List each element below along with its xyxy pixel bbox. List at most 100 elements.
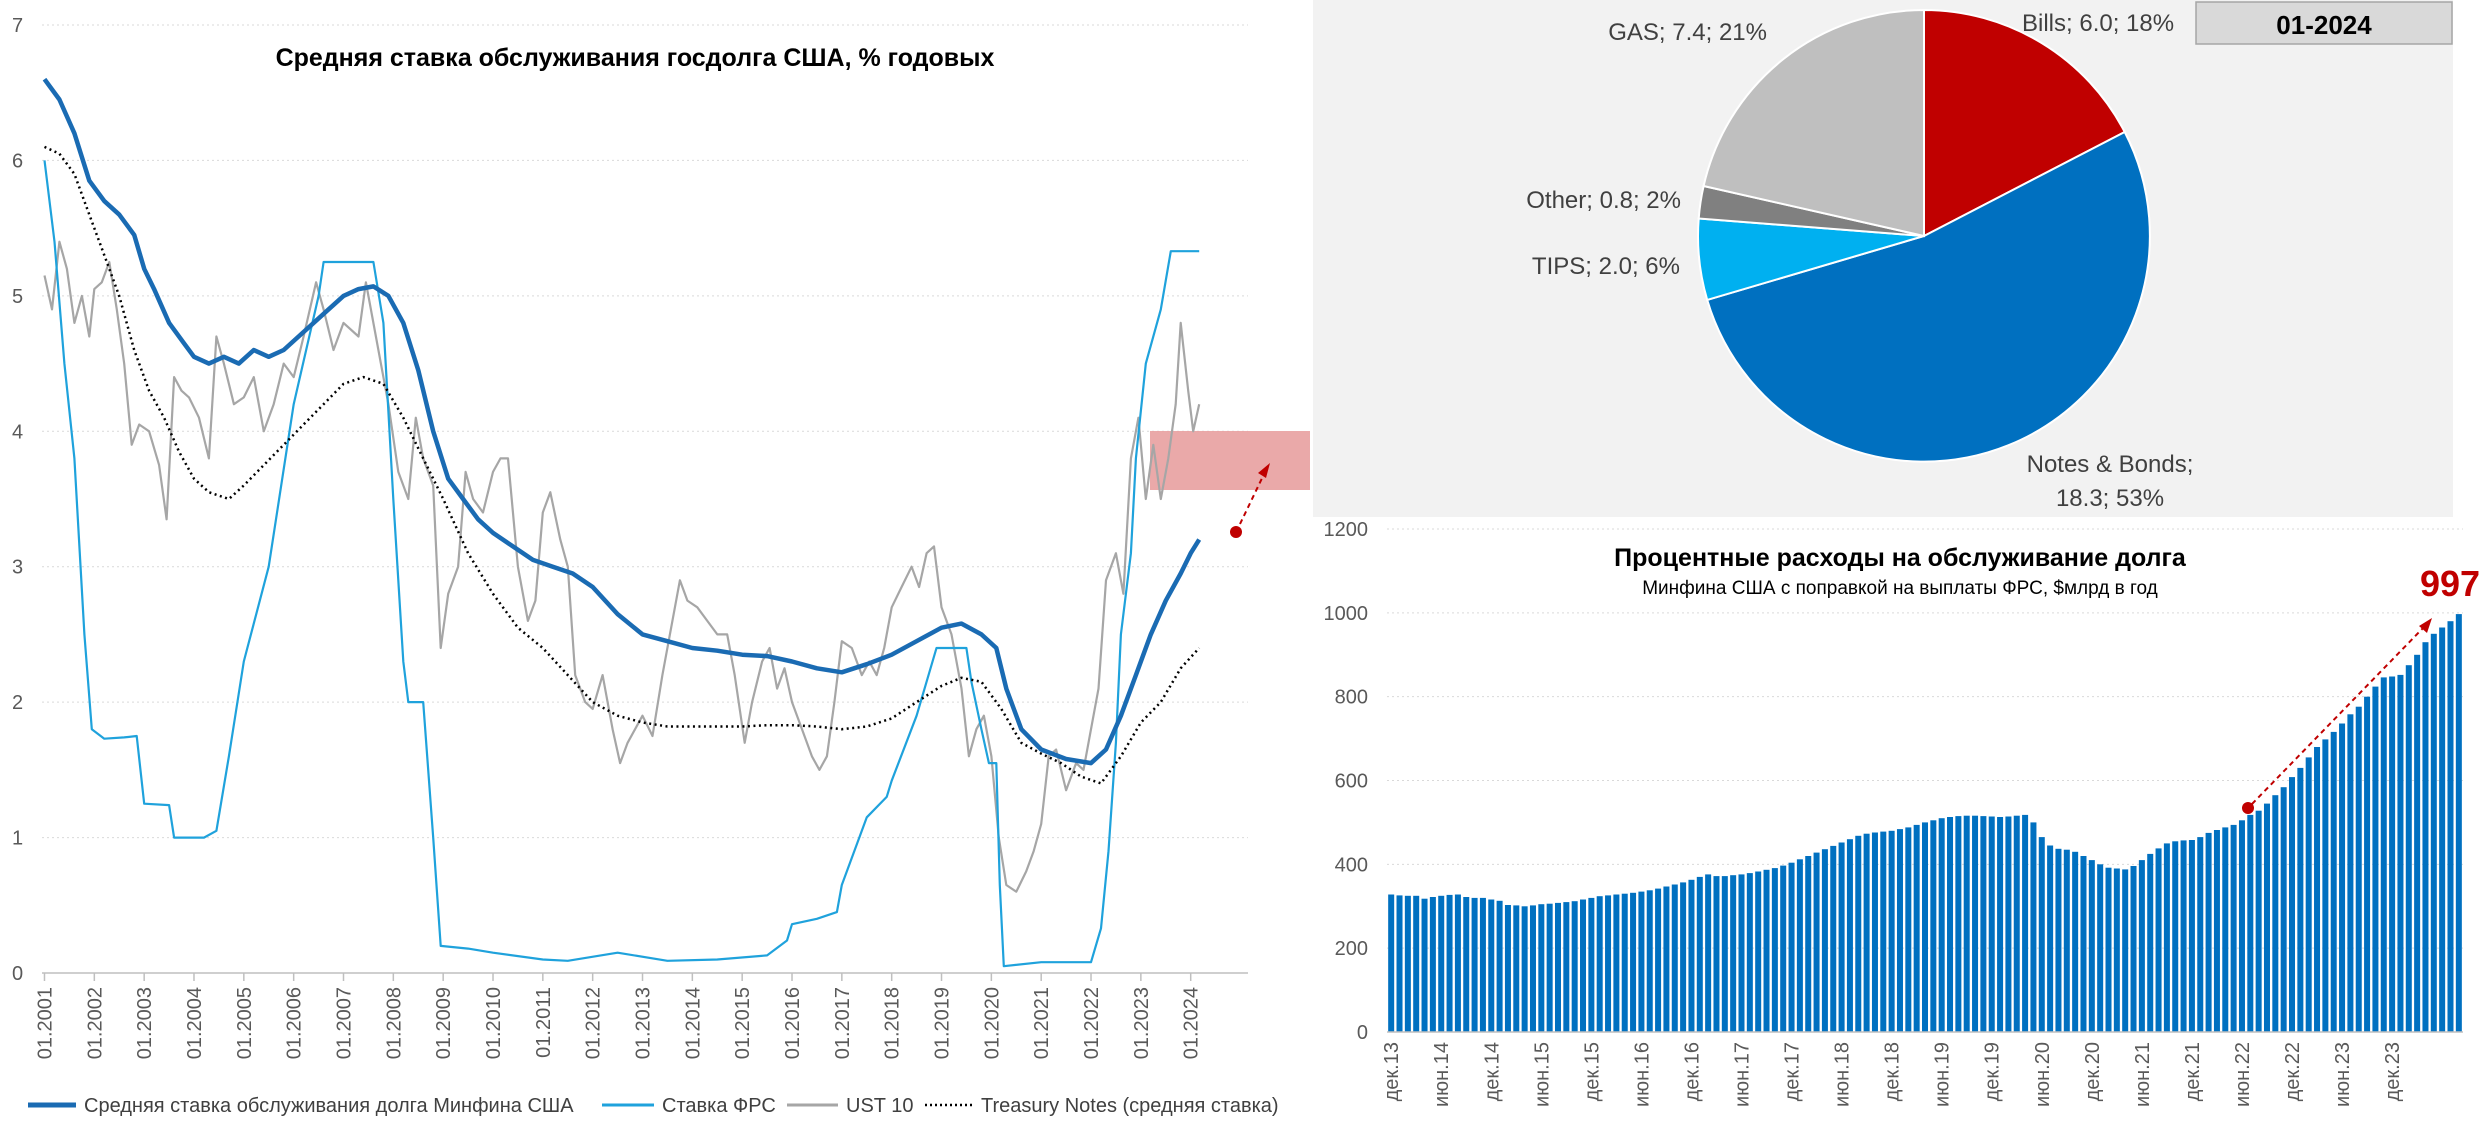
bar-x-tick-label: июн.22 (2232, 1042, 2254, 1107)
bar (1538, 904, 1545, 1032)
bar (2297, 767, 2304, 1032)
bar (1438, 895, 1445, 1032)
bar (1755, 871, 1762, 1032)
bar (1521, 906, 1528, 1033)
bar (2305, 757, 2312, 1032)
bar-x-tick-label: июн.23 (2332, 1042, 2354, 1107)
bar (1796, 859, 1803, 1032)
bar (2005, 816, 2012, 1032)
bar (2414, 654, 2421, 1033)
bar-y-tick-label: 1000 (1324, 603, 1369, 625)
bar (1863, 833, 1870, 1032)
bar-x-tick-label: дек.14 (1481, 1042, 1503, 1101)
x-tick-label: 01.2012 (583, 987, 605, 1059)
bar (1721, 876, 1728, 1032)
bar (2155, 848, 2162, 1032)
bar (2038, 837, 2045, 1032)
bar-x-tick-label: дек.22 (2282, 1042, 2304, 1101)
bar (2063, 849, 2070, 1032)
bar (1613, 894, 1620, 1032)
slice-label-gas: GAS; 7.4; 21% (1608, 19, 1767, 46)
bar (2030, 822, 2037, 1032)
bar-y-tick-label: 400 (1335, 854, 1368, 876)
bar (1988, 816, 1995, 1032)
trend-arrow (1239, 471, 1266, 525)
bar (1588, 897, 1595, 1032)
bar (1663, 886, 1670, 1032)
bar (1655, 888, 1662, 1032)
x-tick-label: 01.2006 (284, 987, 306, 1059)
bar (2147, 853, 2154, 1032)
bar-x-tick-label: дек.20 (2082, 1042, 2104, 1101)
pie-chart: 01-2024 Bills; 6.0; 18% Notes & Bonds; 1… (1313, 0, 2453, 517)
bar (2280, 787, 2287, 1032)
bar (1696, 876, 1703, 1032)
bar-x-tick-label: июн.21 (2132, 1042, 2154, 1107)
bar-y-tick-label: 800 (1335, 687, 1368, 709)
bar (1554, 902, 1561, 1032)
bar (2047, 845, 2054, 1032)
x-tick-label: 01.2014 (682, 987, 704, 1059)
bar (1888, 830, 1895, 1032)
bar-x-tick-label: дек.19 (1982, 1042, 2004, 1101)
bar-x-tick-label: июн.19 (1932, 1042, 1954, 1107)
bar (1471, 897, 1478, 1032)
bar (2372, 686, 2379, 1032)
pie-slice-bills (1923, 8, 2127, 238)
bar-chart-title: Процентные расходы на обслуживание долга (1614, 544, 2187, 572)
bar (1446, 894, 1453, 1032)
bar-x-tick-label: дек.21 (2182, 1042, 2204, 1101)
bar (2322, 739, 2329, 1032)
bar (2380, 677, 2387, 1032)
x-tick-label: 01.2011 (533, 987, 555, 1058)
bar (2439, 627, 2446, 1032)
bar (1905, 827, 1912, 1032)
slice-label-other: Other; 0.8; 2% (1526, 187, 1681, 214)
x-tick-label: 01.2005 (234, 987, 256, 1059)
bar (1855, 835, 1862, 1032)
x-tick-label: 01.2017 (832, 987, 854, 1059)
bar (1671, 884, 1678, 1032)
x-tick-label: 01.2009 (433, 987, 455, 1059)
line-chart-legend: Средняя ставка обслуживания долга Минфин… (28, 1095, 1279, 1117)
x-tick-label: 01.2023 (1131, 987, 1153, 1059)
bar (2347, 714, 2354, 1032)
bar (1621, 893, 1628, 1032)
bar (1479, 897, 1486, 1032)
legend-label-debt-rate: Средняя ставка обслуживания долга Минфин… (84, 1095, 574, 1117)
x-tick-label: 01.2003 (134, 987, 156, 1059)
bar (1496, 900, 1503, 1032)
bar (2105, 867, 2112, 1032)
x-tick-label: 01.2004 (184, 987, 206, 1059)
bar (1947, 817, 1954, 1032)
bar (1730, 875, 1737, 1032)
y-tick-label: 1 (12, 828, 23, 850)
bar (2339, 723, 2346, 1032)
bar (2055, 848, 2062, 1032)
bar (1504, 905, 1511, 1032)
bar (1680, 882, 1687, 1032)
bar (2122, 869, 2129, 1032)
series-line-fed-rate (43, 160, 1200, 968)
y-tick-label: 7 (12, 15, 23, 37)
bar (1963, 815, 1970, 1032)
y-tick-label: 4 (12, 421, 23, 443)
y-tick-label: 0 (12, 963, 23, 985)
line-chart-grid (42, 24, 1248, 839)
slice-label-notes-line2: 18.3; 53% (2056, 485, 2164, 512)
x-tick-label: 01.2022 (1081, 987, 1103, 1059)
bar-chart-subtitle: Минфина США с поправкой на выплаты ФРС, … (1642, 578, 2158, 599)
series-line-treasury-notes (43, 145, 1201, 785)
highlight-band (1150, 431, 1310, 490)
bar (1913, 824, 1920, 1032)
line-chart-x-ticks: 01.2001 01.2002 01.2003 01.2004 01.2005 01.20… (34, 973, 1203, 1059)
bar (1846, 839, 1853, 1032)
bar (1546, 903, 1553, 1032)
bar (2355, 706, 2362, 1032)
y-tick-label: 3 (12, 557, 23, 579)
x-tick-label: 01.2013 (633, 987, 655, 1059)
bar (2389, 676, 2396, 1032)
trend-arrowhead (1258, 463, 1270, 478)
